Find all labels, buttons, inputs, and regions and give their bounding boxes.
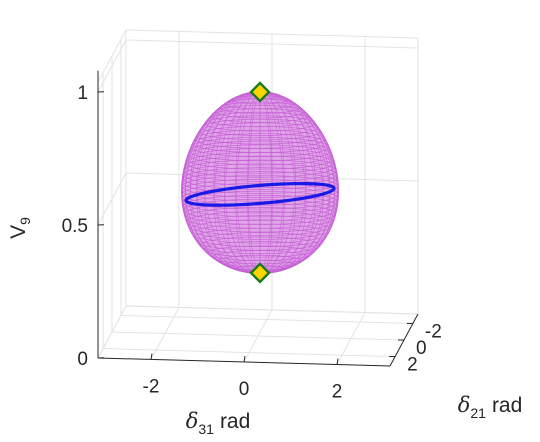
x-tick-mark [243,355,246,363]
x-axis-label: δ31 rad [186,409,251,437]
surface-meridian [185,91,261,274]
y-axis-symbol: δ [458,393,471,417]
surface-meridian [213,91,261,274]
z-axis-label: V9 [7,217,33,239]
surface-meridian [259,91,285,274]
x-axis-subscript: 31 [198,421,214,437]
z-tick-label: 0 [77,349,88,370]
axes-box [97,70,419,367]
surface-meridian [259,91,338,274]
y-axis-label: δ21 rad [458,393,523,421]
z-axis-subscript: 9 [17,217,33,225]
surface-meridian [259,91,273,274]
x-axis-unit: rad [220,410,250,433]
y-grid-line [120,314,413,324]
diamond-marker [249,262,271,284]
x-tick-label: -2 [143,376,160,397]
diamond-marker [249,81,271,103]
highlight-curve-line [184,181,336,207]
surface-meridian [259,91,296,274]
y-tick-label: -2 [425,321,442,342]
surface-meridian [224,91,261,274]
x-tick-label: 0 [239,379,250,400]
surface-meridian [259,91,316,274]
y-axis-unit: rad [492,394,522,417]
highlight-curve [184,181,336,207]
grid-lines [97,29,419,365]
x-tick-mark [336,358,339,365]
surface-meridian [235,91,261,274]
surface-meridian [259,91,307,274]
ellipsoid-surface [181,91,339,274]
surface-meridian [259,91,331,274]
surface-meridian [196,91,261,274]
diamond-markers [249,81,271,284]
y-tick-label: 0 [416,338,427,359]
x-tick-mark [150,353,153,360]
y-tick-label: 2 [407,355,418,376]
y-grid-line [103,348,396,358]
z-axis-symbol: V [7,225,30,239]
z-tick-labels: 00.51 [62,83,88,370]
y-tick-labels: -202 [407,321,442,375]
surface-meridian [259,91,324,274]
surface-meridian [247,91,261,274]
surface-meridian [204,91,261,274]
surface-meridian [189,91,261,274]
y-grid-line [111,331,405,341]
z-tick-label: 1 [77,83,88,104]
surface-meridian [259,91,331,274]
y-axis-subscript: 21 [470,405,486,421]
x-tick-labels: -2 0 2 [143,376,343,402]
z-tick-label: 0.5 [62,216,88,237]
x-tick-label: 2 [332,382,343,403]
x-axis-symbol: δ [186,409,199,433]
